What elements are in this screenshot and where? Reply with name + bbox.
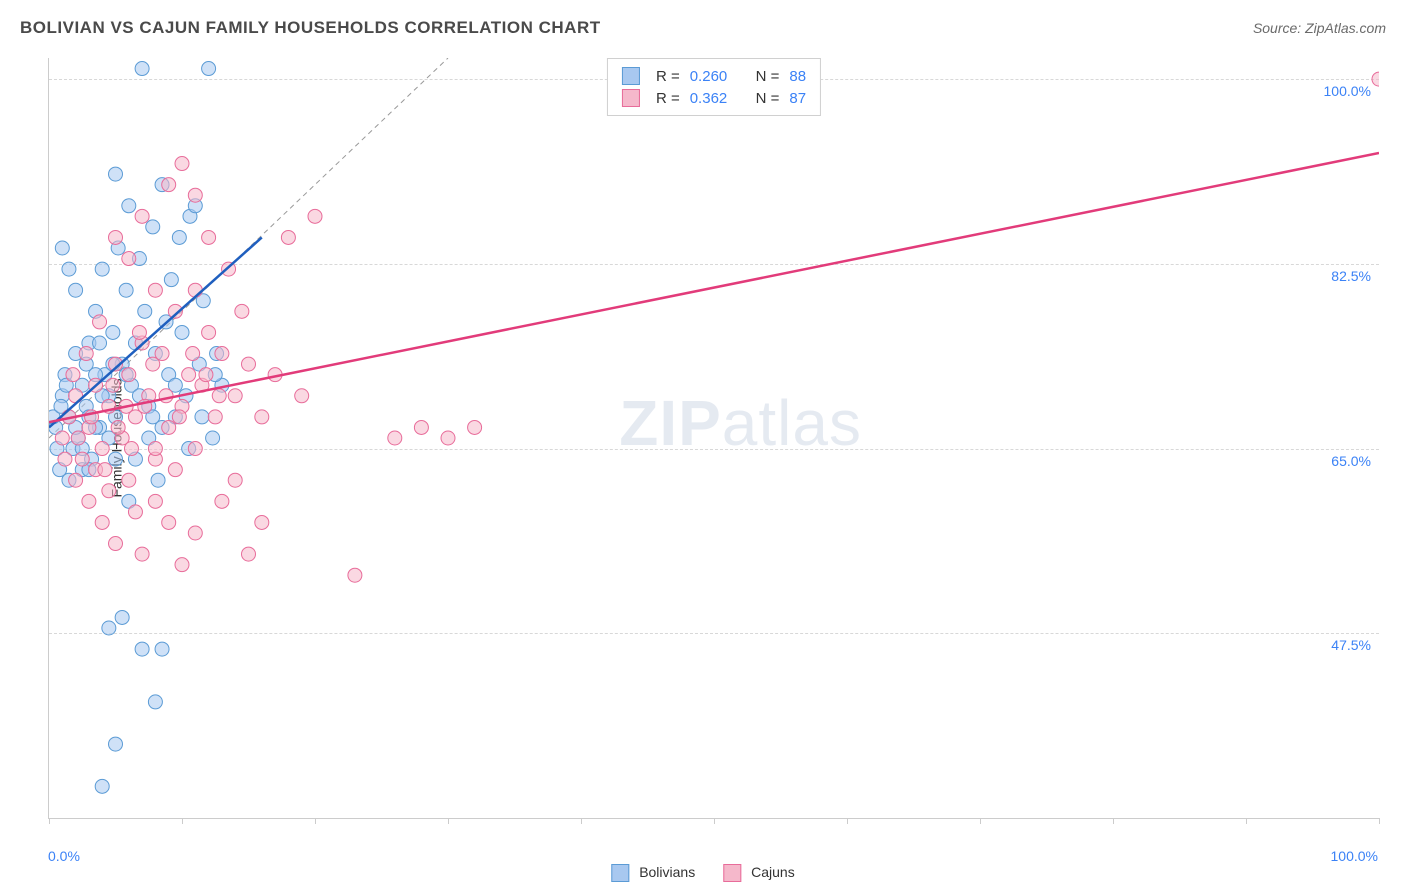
x-tick — [847, 818, 848, 824]
stats-swatch-series1 — [622, 67, 640, 85]
x-tick — [182, 818, 183, 824]
plot-area: Family Households 47.5%65.0%82.5%100.0% … — [48, 58, 1379, 819]
stats-n-value-1: 88 — [789, 68, 806, 85]
chart-header: BOLIVIAN VS CAJUN FAMILY HOUSEHOLDS CORR… — [20, 18, 1386, 38]
legend-label-series2: Cajuns — [751, 864, 795, 880]
x-tick — [315, 818, 316, 824]
x-tick — [1246, 818, 1247, 824]
chart-title: BOLIVIAN VS CAJUN FAMILY HOUSEHOLDS CORR… — [20, 18, 601, 38]
stats-n-label-2: N = — [756, 90, 780, 107]
stats-row-series1: R = 0.260 N = 88 — [622, 65, 806, 87]
legend-item-series2: Cajuns — [723, 864, 794, 882]
x-tick — [714, 818, 715, 824]
stats-n-label-1: N = — [756, 68, 780, 85]
x-tick — [581, 818, 582, 824]
bottom-legend: Bolivians Cajuns — [611, 864, 794, 882]
x-axis-max-label: 100.0% — [1331, 848, 1378, 864]
legend-item-series1: Bolivians — [611, 864, 695, 882]
stats-r-label-2: R = — [656, 90, 680, 107]
scatter-svg — [49, 58, 1379, 818]
legend-label-series1: Bolivians — [639, 864, 695, 880]
x-tick — [980, 818, 981, 824]
stats-r-label-1: R = — [656, 68, 680, 85]
stats-r-value-2: 0.362 — [690, 90, 728, 107]
x-tick — [448, 818, 449, 824]
legend-swatch-series2 — [723, 864, 741, 882]
x-axis-min-label: 0.0% — [48, 848, 80, 864]
stats-swatch-series2 — [622, 89, 640, 107]
stats-n-value-2: 87 — [789, 90, 806, 107]
x-tick — [1113, 818, 1114, 824]
stats-legend-box: R = 0.260 N = 88 R = 0.362 N = 87 — [607, 58, 821, 116]
legend-swatch-series1 — [611, 864, 629, 882]
stats-row-series2: R = 0.362 N = 87 — [622, 87, 806, 109]
x-tick — [49, 818, 50, 824]
chart-source: Source: ZipAtlas.com — [1253, 20, 1386, 36]
x-tick — [1379, 818, 1380, 824]
stats-r-value-1: 0.260 — [690, 68, 728, 85]
